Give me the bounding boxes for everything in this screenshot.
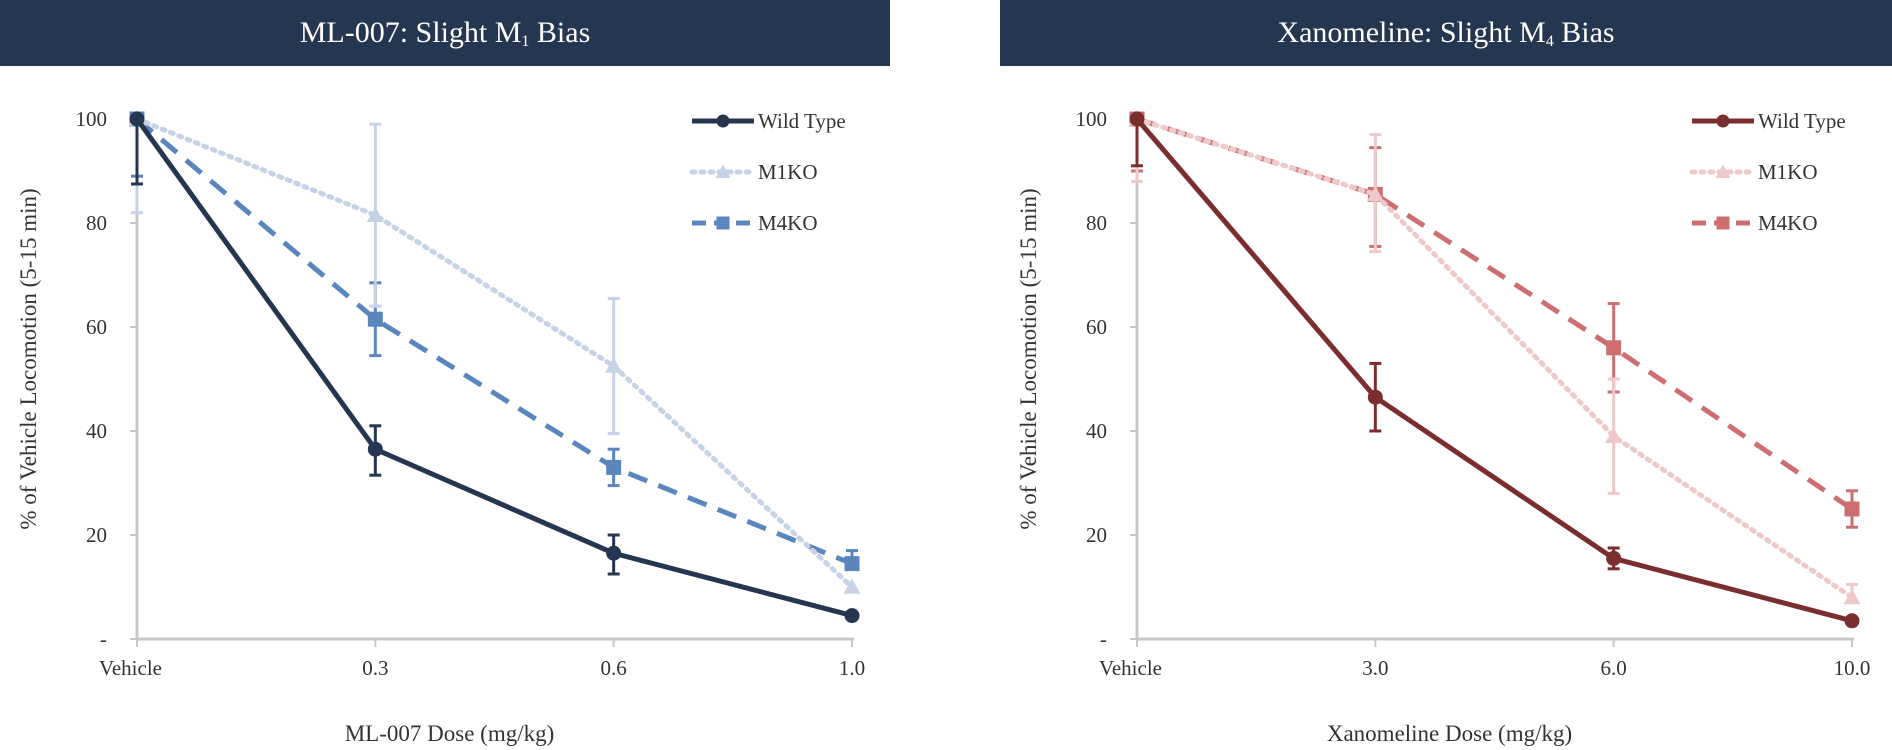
chart-title-banner: Xanomeline: Slight M4 Bias — [1000, 0, 1892, 66]
line-chart-ml007: - 20 40 60 80 100 Vehicle 0.3 0.6 1.0 ML-007 Dose … — [16, 107, 865, 746]
y-tick-label: 80 — [86, 211, 107, 235]
data-point — [1606, 340, 1622, 356]
legend-swatch-marker — [1716, 114, 1730, 128]
data-point — [606, 545, 622, 561]
legend-swatch-marker — [715, 164, 731, 178]
chart-title-prefix: ML-007: Slight M — [299, 16, 522, 49]
x-tick-label: 3.0 — [1362, 656, 1388, 680]
series-line — [1134, 116, 1855, 600]
legend-swatch-marker — [716, 114, 730, 128]
data-point — [1367, 389, 1383, 405]
y-tick-label: 20 — [86, 523, 107, 547]
series-line — [134, 116, 855, 590]
legend-swatch-marker — [1716, 216, 1730, 230]
legend-label: M1KO — [1758, 160, 1818, 184]
legend-swatch-marker — [716, 216, 730, 230]
data-point — [1129, 111, 1145, 127]
data-point — [366, 206, 384, 222]
data-point — [1366, 185, 1384, 202]
series-wild-type — [129, 111, 860, 624]
line-chart-xanomeline: - 20 40 60 80 100 Vehicle 3.0 6.0 10.0 Xanomeline … — [1016, 107, 1871, 746]
legend-label: M4KO — [758, 211, 818, 235]
legend-swatch-marker — [1715, 164, 1731, 178]
chart-panel-xanomeline: Xanomeline: Slight M4 Bias - 20 40 60 80 100 V… — [1000, 0, 1892, 750]
x-tick-label: 0.6 — [601, 656, 627, 680]
series-m1ko — [1128, 110, 1861, 605]
data-point — [367, 441, 383, 457]
data-point — [1844, 501, 1860, 517]
chart-title-subscript: 4 — [1545, 33, 1554, 50]
data-point — [843, 578, 861, 594]
y-tick-label: - — [1100, 627, 1107, 651]
data-point — [367, 311, 383, 327]
x-tick-label: Vehicle — [1099, 656, 1162, 680]
data-point — [129, 111, 145, 127]
y-tick-label: 20 — [1086, 523, 1107, 547]
x-tick-label: Vehicle — [99, 656, 162, 680]
series-line — [1136, 116, 1854, 512]
data-point — [606, 459, 622, 475]
y-tick-label: 100 — [1076, 107, 1108, 131]
chart-title-prefix: Xanomeline: Slight M — [1277, 16, 1546, 49]
chart-title-banner: ML-007: Slight M1 Bias — [0, 0, 890, 66]
y-tick-label: 40 — [86, 419, 107, 443]
y-axis-title: % of Vehicle Locomotion (5-15 min) — [1016, 188, 1041, 529]
series-line — [134, 117, 853, 619]
data-point — [1605, 427, 1623, 443]
y-tick-label: 60 — [1086, 315, 1107, 339]
y-tick-label: 40 — [1086, 419, 1107, 443]
data-point — [1606, 550, 1622, 566]
data-point — [1843, 588, 1861, 605]
y-tick-label: 60 — [86, 315, 107, 339]
legend-label: Wild Type — [758, 109, 846, 133]
series-wild-type — [1129, 111, 1860, 629]
series-line — [135, 117, 853, 566]
series-line — [1135, 117, 1853, 624]
data-point — [844, 556, 860, 572]
x-axis-title: Xanomeline Dose (mg/kg) — [1327, 721, 1572, 746]
legend-label: Wild Type — [1758, 109, 1846, 133]
chart-title-suffix: Bias — [1553, 16, 1615, 49]
chart-title-subscript: 1 — [521, 33, 530, 50]
legend-label: M1KO — [758, 160, 818, 184]
x-tick-label: 6.0 — [1601, 656, 1627, 680]
data-point — [605, 357, 623, 373]
x-tick-label: 0.3 — [362, 656, 388, 680]
chart-panel-ml007: ML-007: Slight M1 Bias - 20 40 60 80 100 Vehic… — [0, 0, 890, 750]
x-tick-label: 1.0 — [839, 656, 865, 680]
data-point — [1844, 613, 1860, 629]
y-tick-label: 100 — [76, 107, 108, 131]
y-tick-label: 80 — [1086, 211, 1107, 235]
data-point — [844, 608, 860, 624]
x-tick-label: 10.0 — [1834, 656, 1871, 680]
legend-label: M4KO — [1758, 211, 1818, 235]
x-axis-title: ML-007 Dose (mg/kg) — [345, 721, 555, 746]
chart-title-suffix: Bias — [529, 16, 591, 49]
y-tick-label: - — [100, 627, 107, 651]
y-axis-title: % of Vehicle Locomotion (5-15 min) — [16, 188, 41, 529]
